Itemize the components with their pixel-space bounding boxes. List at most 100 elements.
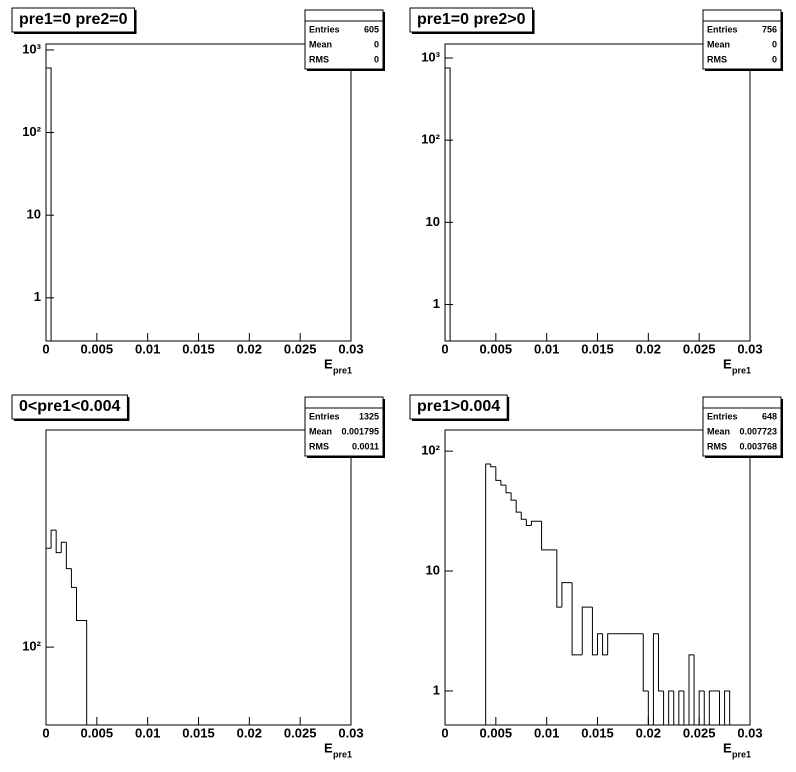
- histogram-bin: [65, 542, 72, 570]
- stats-box: [702, 396, 782, 457]
- stats-box: [702, 9, 782, 70]
- plot-frame: [444, 43, 751, 342]
- histogram-bin: [708, 690, 715, 725]
- x-tick-label: 0.01: [534, 725, 559, 740]
- x-axis-label-sub: pre1: [333, 365, 352, 375]
- histogram-bin: [50, 529, 57, 549]
- y-tick-label: 10: [27, 207, 41, 222]
- x-tick-label: 0.005: [81, 341, 114, 356]
- x-tick-label: 0.025: [683, 341, 716, 356]
- histogram-bin: [46, 547, 52, 725]
- histogram-bin: [445, 67, 451, 341]
- histogram-bin: [525, 519, 532, 526]
- stats-label: RMS: [707, 54, 727, 64]
- histogram-bin: [60, 541, 67, 553]
- histogram-bin: [515, 500, 522, 513]
- y-tick-label: 10²: [22, 124, 41, 139]
- histogram-bin: [673, 690, 675, 725]
- x-tick-label: 0.03: [338, 725, 363, 740]
- stats-value: 0: [772, 54, 777, 64]
- histogram-bin: [500, 480, 506, 486]
- panel: 0 0.005 0.01 0.015 0.02 0.025 0.03 1 10 10² E pre1 p…: [409, 394, 783, 759]
- stats-label: RMS: [707, 441, 727, 451]
- chart-title: pre1=0 pre2>0: [417, 11, 526, 28]
- stats-value: 0: [374, 39, 379, 49]
- y-tick-label: 10²: [22, 639, 41, 654]
- x-tick-label: 0.015: [182, 341, 215, 356]
- x-tick-label: 0.025: [284, 341, 317, 356]
- stats-label: Entries: [309, 24, 340, 34]
- x-tick-label: 0.01: [135, 725, 160, 740]
- histogram-bin: [693, 654, 695, 725]
- stats-box: [304, 9, 384, 70]
- histogram-bin: [663, 690, 665, 725]
- histogram-bin: [652, 633, 659, 725]
- stats-label: Mean: [707, 39, 730, 49]
- x-tick-label: 0.005: [81, 725, 114, 740]
- x-axis-label: E: [324, 356, 333, 371]
- chart-title: pre1=0 pre2=0: [19, 11, 128, 28]
- x-tick-label: 0.02: [237, 725, 262, 740]
- y-tick-label: 10: [426, 214, 440, 229]
- panel: 0 0.005 0.01 0.015 0.02 0.025 0.03 10² E pre1 0<pr…: [11, 394, 385, 759]
- x-tick-label: 0.015: [581, 725, 614, 740]
- y-tick-label: 10³: [421, 49, 440, 64]
- x-axis-label: E: [324, 740, 333, 755]
- x-tick-label: 0.005: [480, 725, 513, 740]
- y-tick-label: 10²: [421, 132, 440, 147]
- stats-label: RMS: [309, 54, 329, 64]
- y-tick-label: 10: [426, 562, 440, 577]
- histogram-bin: [581, 606, 588, 655]
- histogram-bin: [571, 582, 578, 656]
- histogram-bin: [647, 690, 649, 725]
- stats-value: 0: [374, 54, 379, 64]
- histogram-bin: [530, 520, 537, 526]
- plot-frame: [45, 429, 352, 726]
- histogram-bin: [81, 620, 88, 725]
- x-tick-label: 0.03: [737, 341, 762, 356]
- y-tick-label: 10²: [421, 443, 440, 458]
- histogram-bin: [602, 633, 608, 656]
- histogram-bin: [698, 690, 705, 725]
- histogram-bin: [683, 690, 685, 725]
- histogram-bin: [703, 690, 705, 725]
- stats-value: 756: [762, 24, 777, 34]
- x-tick-label: 0.01: [534, 341, 559, 356]
- stats-box: [304, 396, 384, 457]
- histogram-bin: [642, 633, 649, 692]
- stats-value: 648: [762, 411, 777, 421]
- stats-value: 1325: [359, 411, 379, 421]
- histogram-bin: [688, 654, 695, 725]
- stats-label: Entries: [707, 411, 738, 421]
- x-axis-label-sub: pre1: [333, 749, 352, 759]
- stats-label: Mean: [309, 426, 332, 436]
- x-tick-label: 0: [42, 725, 49, 740]
- y-tick-label: 1: [433, 296, 440, 311]
- stats-label: RMS: [309, 441, 329, 451]
- y-tick-label: 1: [433, 682, 440, 697]
- histogram-bin: [76, 587, 82, 622]
- x-axis-label: E: [723, 740, 732, 755]
- stats-value: 0: [772, 39, 777, 49]
- histogram-bin: [658, 633, 664, 692]
- x-tick-label: 0.005: [480, 341, 513, 356]
- x-tick-label: 0.025: [284, 725, 317, 740]
- x-axis-label-sub: pre1: [732, 749, 751, 759]
- x-tick-label: 0: [441, 341, 448, 356]
- stats-label: Entries: [707, 24, 738, 34]
- y-tick-label: 10³: [22, 41, 41, 56]
- x-tick-label: 0: [42, 341, 49, 356]
- histogram-bin: [678, 690, 684, 725]
- histogram-bin: [46, 67, 52, 341]
- histogram-bin: [724, 690, 731, 725]
- x-tick-label: 0.02: [636, 725, 661, 740]
- histogram-bin: [70, 568, 77, 588]
- histogram-bin: [505, 485, 512, 494]
- histogram-bin: [520, 512, 527, 520]
- x-axis-label: E: [723, 356, 732, 371]
- chart-title: pre1>0.004: [417, 398, 500, 415]
- x-tick-label: 0.015: [182, 725, 215, 740]
- stats-label: Mean: [309, 39, 332, 49]
- stats-value: 0.003768: [739, 441, 777, 451]
